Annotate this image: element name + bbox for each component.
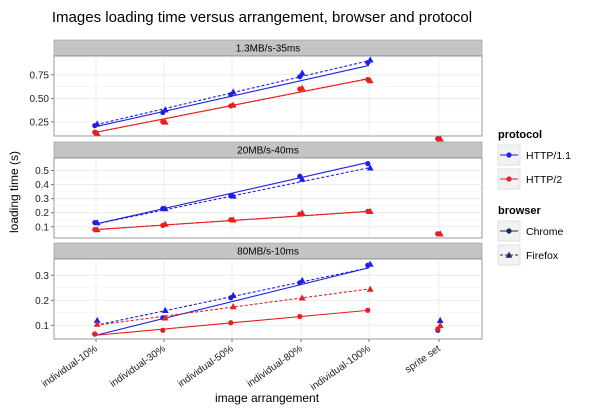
data-point-http-2-chrome-individual-30 [160,327,166,333]
data-point-http-1-1-firefox-individual-80 [298,175,306,182]
panel-3: 80MB/s-10ms 0.1 0.2 0.3 [35,242,483,340]
data-point-http-2-firefox-individual-80 [298,84,306,91]
y-tick-label: 0.2 [35,208,49,219]
legend-title-protocol: protocol [498,129,542,141]
data-point-http-2-firefox-individual-10 [93,320,101,327]
data-point-http-2-chrome-individual-10 [92,331,98,337]
data-point-http-2-firefox-individual-50 [229,303,237,310]
legend-key-http2 [497,168,521,190]
trend-line-http-1-1-chrome [95,161,370,225]
data-point-http-2-firefox-individual-100 [366,207,374,215]
panel-background [53,157,483,239]
x-tick-label-individual-30: individual-30% [108,343,168,389]
data-point-http-1-1-chrome-individual-80 [297,173,303,179]
data-point-http-2-firefox-individual-100 [366,77,374,84]
panel-1: 1.3MB/s-35ms 0.25 0.50 0.75 [30,39,483,142]
legend-label-firefox: Firefox [526,250,559,262]
legend-key-marker [506,228,512,234]
data-point-http-2-firefox-sprite-set [436,230,444,237]
chart-title: Images loading time versus arrangement, … [52,9,472,26]
legend-label-chrome: Chrome [526,226,564,238]
data-point-http-1-1-firefox-individual-30 [161,106,169,113]
data-point-http-1-1-firefox-individual-50 [229,291,237,298]
data-point-http-2-chrome-individual-50 [228,320,234,326]
trend-line-http-1-1-chrome [95,267,370,336]
y-tick-label: 0.3 [35,194,49,205]
data-point-http-2-firefox-individual-10 [93,226,101,233]
x-axis: individual-10% individual-30% individual-5… [40,339,443,393]
y-tick-label: 0.1 [35,321,49,332]
legend-title-browser: browser [498,205,542,217]
panel-strip-label: 80MB/s-10ms [237,247,299,258]
data-point-http-1-1-firefox-individual-100 [366,260,374,267]
data-point-http-2-chrome-individual-100 [365,307,371,313]
y-axis-title: loading time (s) [7,151,21,233]
data-point-http-1-1-firefox-individual-30 [161,205,169,212]
x-tick-label-sprite-set: sprite set [403,343,443,375]
panel-2: 20MB/s-40ms 0.1 0.2 0.3 0.4 0.5 [35,141,483,239]
data-point-http-1-1-firefox-individual-100 [366,56,374,63]
data-point-http-1-1-firefox-individual-50 [229,192,237,199]
legend-label-http2: HTTP/2 [526,174,562,186]
data-point-http-1-1-firefox-individual-10 [93,120,101,127]
legend-key-chrome [497,220,521,242]
trend-line-http-1-1-firefox [95,167,370,225]
x-tick-label-individual-100: individual-100% [309,343,373,393]
panel-background [53,55,483,137]
data-point-http-2-firefox-individual-100 [366,285,374,292]
data-point-http-2-firefox-individual-10 [93,129,101,136]
y-tick-label: 0.5 [35,166,49,177]
data-point-http-2-firefox-individual-50 [229,101,237,108]
legend: protocol HTTP/1.1 HTTP/2 browser Chrome … [497,129,571,266]
trend-line-http-2-firefox [95,78,370,133]
data-point-http-1-1-firefox-individual-80 [298,69,306,76]
x-axis-title: image arrangement [215,391,320,405]
data-point-http-2-chrome-individual-80 [297,313,303,320]
data-point-http-1-1-firefox-individual-10 [93,219,101,226]
data-point-http-2-firefox-individual-50 [229,216,237,223]
data-point-http-1-1-firefox-individual-50 [229,88,237,95]
legend-key-marker [506,152,512,158]
y-tick-label: 0.1 [35,222,49,233]
data-point-http-1-1-chrome-individual-100 [365,161,371,167]
data-point-http-2-firefox-sprite-set [436,135,444,142]
y-tick-label: 0.75 [30,70,50,81]
data-point-http-2-firefox-sprite-set [436,321,444,328]
y-tick-label: 0.4 [35,180,49,191]
legend-key-marker [505,251,513,258]
data-point-http-2-firefox-individual-80 [298,209,306,216]
panel-background [53,258,483,340]
legend-key-http11 [497,144,521,166]
data-point-http-2-firefox-individual-30 [161,118,169,125]
y-tick-label: 0.2 [35,296,49,307]
data-point-http-2-firefox-individual-30 [161,220,169,227]
panel-strip-label: 1.3MB/s-35ms [236,44,300,55]
panel-strip-label: 20MB/s-40ms [237,146,299,157]
data-point-http-1-1-firefox-individual-80 [298,276,306,283]
legend-label-http11: HTTP/1.1 [526,150,571,162]
legend-key-firefox [497,244,521,266]
data-point-http-2-firefox-individual-80 [298,294,306,301]
x-tick-label-individual-10: individual-10% [40,343,100,389]
facet-panels: 1.3MB/s-35ms 0.25 0.50 0.75 20MB/s-40ms 0.1 0.… [30,39,483,340]
data-point-http-1-1-firefox-individual-10 [93,316,101,323]
data-point-http-1-1-firefox-sprite-set [436,316,444,323]
data-point-http-2-firefox-individual-30 [161,314,169,321]
y-tick-label: 0.3 [35,271,49,282]
legend-key-marker [506,176,512,182]
x-tick-label-individual-80: individual-80% [245,343,305,389]
x-tick-label-individual-50: individual-50% [176,343,236,389]
y-tick-label: 0.50 [30,94,50,105]
y-tick-label: 0.25 [30,117,50,128]
trend-line-http-1-1-firefox [95,267,370,326]
data-point-http-1-1-firefox-individual-30 [161,306,169,313]
data-point-http-1-1-firefox-individual-100 [366,164,374,171]
